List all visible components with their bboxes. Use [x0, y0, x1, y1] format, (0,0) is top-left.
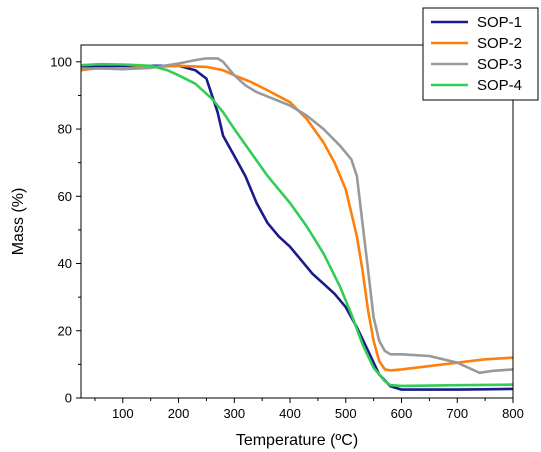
- legend: SOP-1 SOP-2 SOP-3 SOP-4: [422, 7, 539, 101]
- legend-label: SOP-4: [477, 77, 522, 94]
- y-tick-label: 100: [50, 54, 72, 69]
- x-tick-label: 500: [335, 406, 357, 421]
- y-axis: 0 20 40 60 80 100: [50, 54, 81, 406]
- x-axis: 100 200 300 400 500 600 700 800: [94, 398, 524, 421]
- x-tick-label: 300: [223, 406, 245, 421]
- x-tick-label: 100: [112, 406, 134, 421]
- series-layer: [80, 57, 514, 391]
- series-line-sop-4: [80, 62, 514, 388]
- plot-area: 100 200 300 400 500 600 700 800 0 20 40 60 80 100: [50, 44, 524, 421]
- x-tick-label: 200: [168, 406, 190, 421]
- y-tick-label: 80: [58, 122, 72, 137]
- x-tick-label: 700: [446, 406, 468, 421]
- y-tick-label: 60: [58, 189, 72, 204]
- y-axis-title: Mass (%): [10, 188, 27, 256]
- x-tick-label: 800: [502, 406, 524, 421]
- series-line-sop-3: [81, 57, 514, 375]
- legend-label: SOP-3: [477, 56, 522, 73]
- series-line-sop-2: [80, 64, 514, 372]
- y-tick-label: 40: [58, 256, 72, 271]
- x-axis-title: Temperature (ºC): [236, 432, 358, 449]
- legend-label: SOP-1: [477, 14, 522, 31]
- x-tick-label: 400: [279, 406, 301, 421]
- y-tick-label: 20: [58, 323, 72, 338]
- legend-label: SOP-2: [477, 35, 522, 52]
- plot-frame: [80, 44, 514, 399]
- x-tick-label: 600: [391, 406, 413, 421]
- series-line-sop-1: [80, 64, 514, 391]
- y-tick-label: 0: [65, 391, 72, 406]
